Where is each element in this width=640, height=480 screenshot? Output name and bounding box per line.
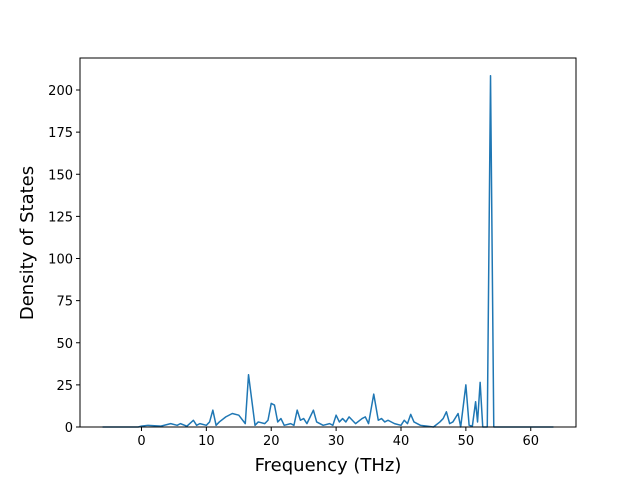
x-axis-label: Frequency (THz) [255,455,402,476]
x-tick-label: 0 [137,434,145,449]
x-tick-label: 60 [522,434,539,449]
line [102,74,554,428]
y-tick-label: 25 [56,379,73,394]
y-tick-label: 0 [65,421,73,436]
x-tick-label: 30 [328,434,345,449]
y-tick-label: 100 [48,253,73,268]
y-tick-label: 200 [48,84,73,99]
y-tick-label: 125 [48,210,73,225]
x-tick-label: 40 [393,434,410,449]
plot-frame [79,57,577,428]
x-tick-label: 20 [263,434,280,449]
y-tick-label: 175 [48,126,73,141]
y-tick-label: 50 [56,337,73,352]
x-tick-label: 50 [458,434,475,449]
y-axis-label: Density of States [17,166,38,320]
x-tick-label: 10 [198,434,215,449]
y-tick-label: 75 [56,295,73,310]
y-tick-label: 150 [48,168,73,183]
